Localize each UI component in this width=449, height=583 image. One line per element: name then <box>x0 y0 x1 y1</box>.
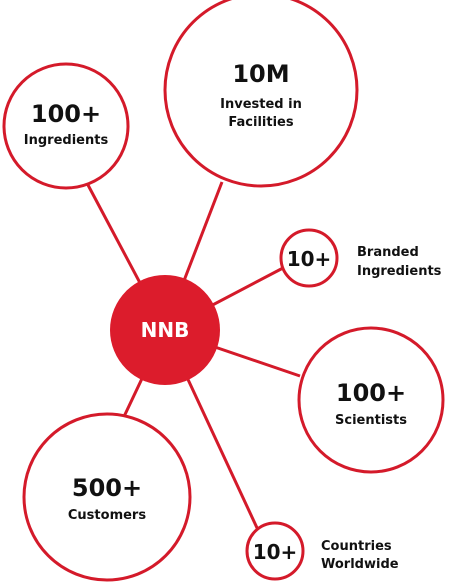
stat-facilities-value: 10M <box>232 60 289 88</box>
stat-countries-value: 10+ <box>253 540 298 564</box>
stat-ingredients-circle <box>2 62 130 190</box>
stat-customers-value: 500+ <box>72 474 142 502</box>
stat-branded-label-line1: Branded <box>357 245 419 260</box>
hub-circle <box>110 275 220 385</box>
stat-scientists-circle <box>297 326 445 474</box>
stat-facilities-circle <box>163 0 359 188</box>
stat-scientists: 100+ Scientists <box>297 326 445 474</box>
stat-scientists-value: 100+ <box>336 379 406 407</box>
stat-facilities-label-line1: Invested in <box>220 97 302 112</box>
stat-ingredients-label: Ingredients <box>24 133 109 148</box>
stat-countries-label-line1: Countries <box>321 539 392 554</box>
hub-label: NNB <box>141 318 190 342</box>
stat-countries-circle <box>245 521 305 581</box>
stat-customers: 500+ Customers <box>22 412 192 582</box>
stat-customers-label: Customers <box>68 508 146 523</box>
hub: NNB <box>110 275 220 385</box>
stat-facilities: 10M Invested in Facilities <box>163 0 359 188</box>
stat-countries: 10+ Countries Worldwide <box>245 521 399 581</box>
stat-branded-label-line2: Ingredients <box>357 264 442 279</box>
stat-ingredients: 100+ Ingredients <box>2 62 130 190</box>
stat-branded-circle <box>279 228 339 288</box>
stat-facilities-label-line2: Facilities <box>228 115 293 130</box>
stat-branded: 10+ Branded Ingredients <box>279 228 442 288</box>
stat-customers-circle <box>22 412 192 582</box>
stat-ingredients-value: 100+ <box>31 100 101 128</box>
stat-countries-label-line2: Worldwide <box>321 557 399 572</box>
stat-branded-value: 10+ <box>287 247 332 271</box>
stat-scientists-label: Scientists <box>335 413 407 428</box>
